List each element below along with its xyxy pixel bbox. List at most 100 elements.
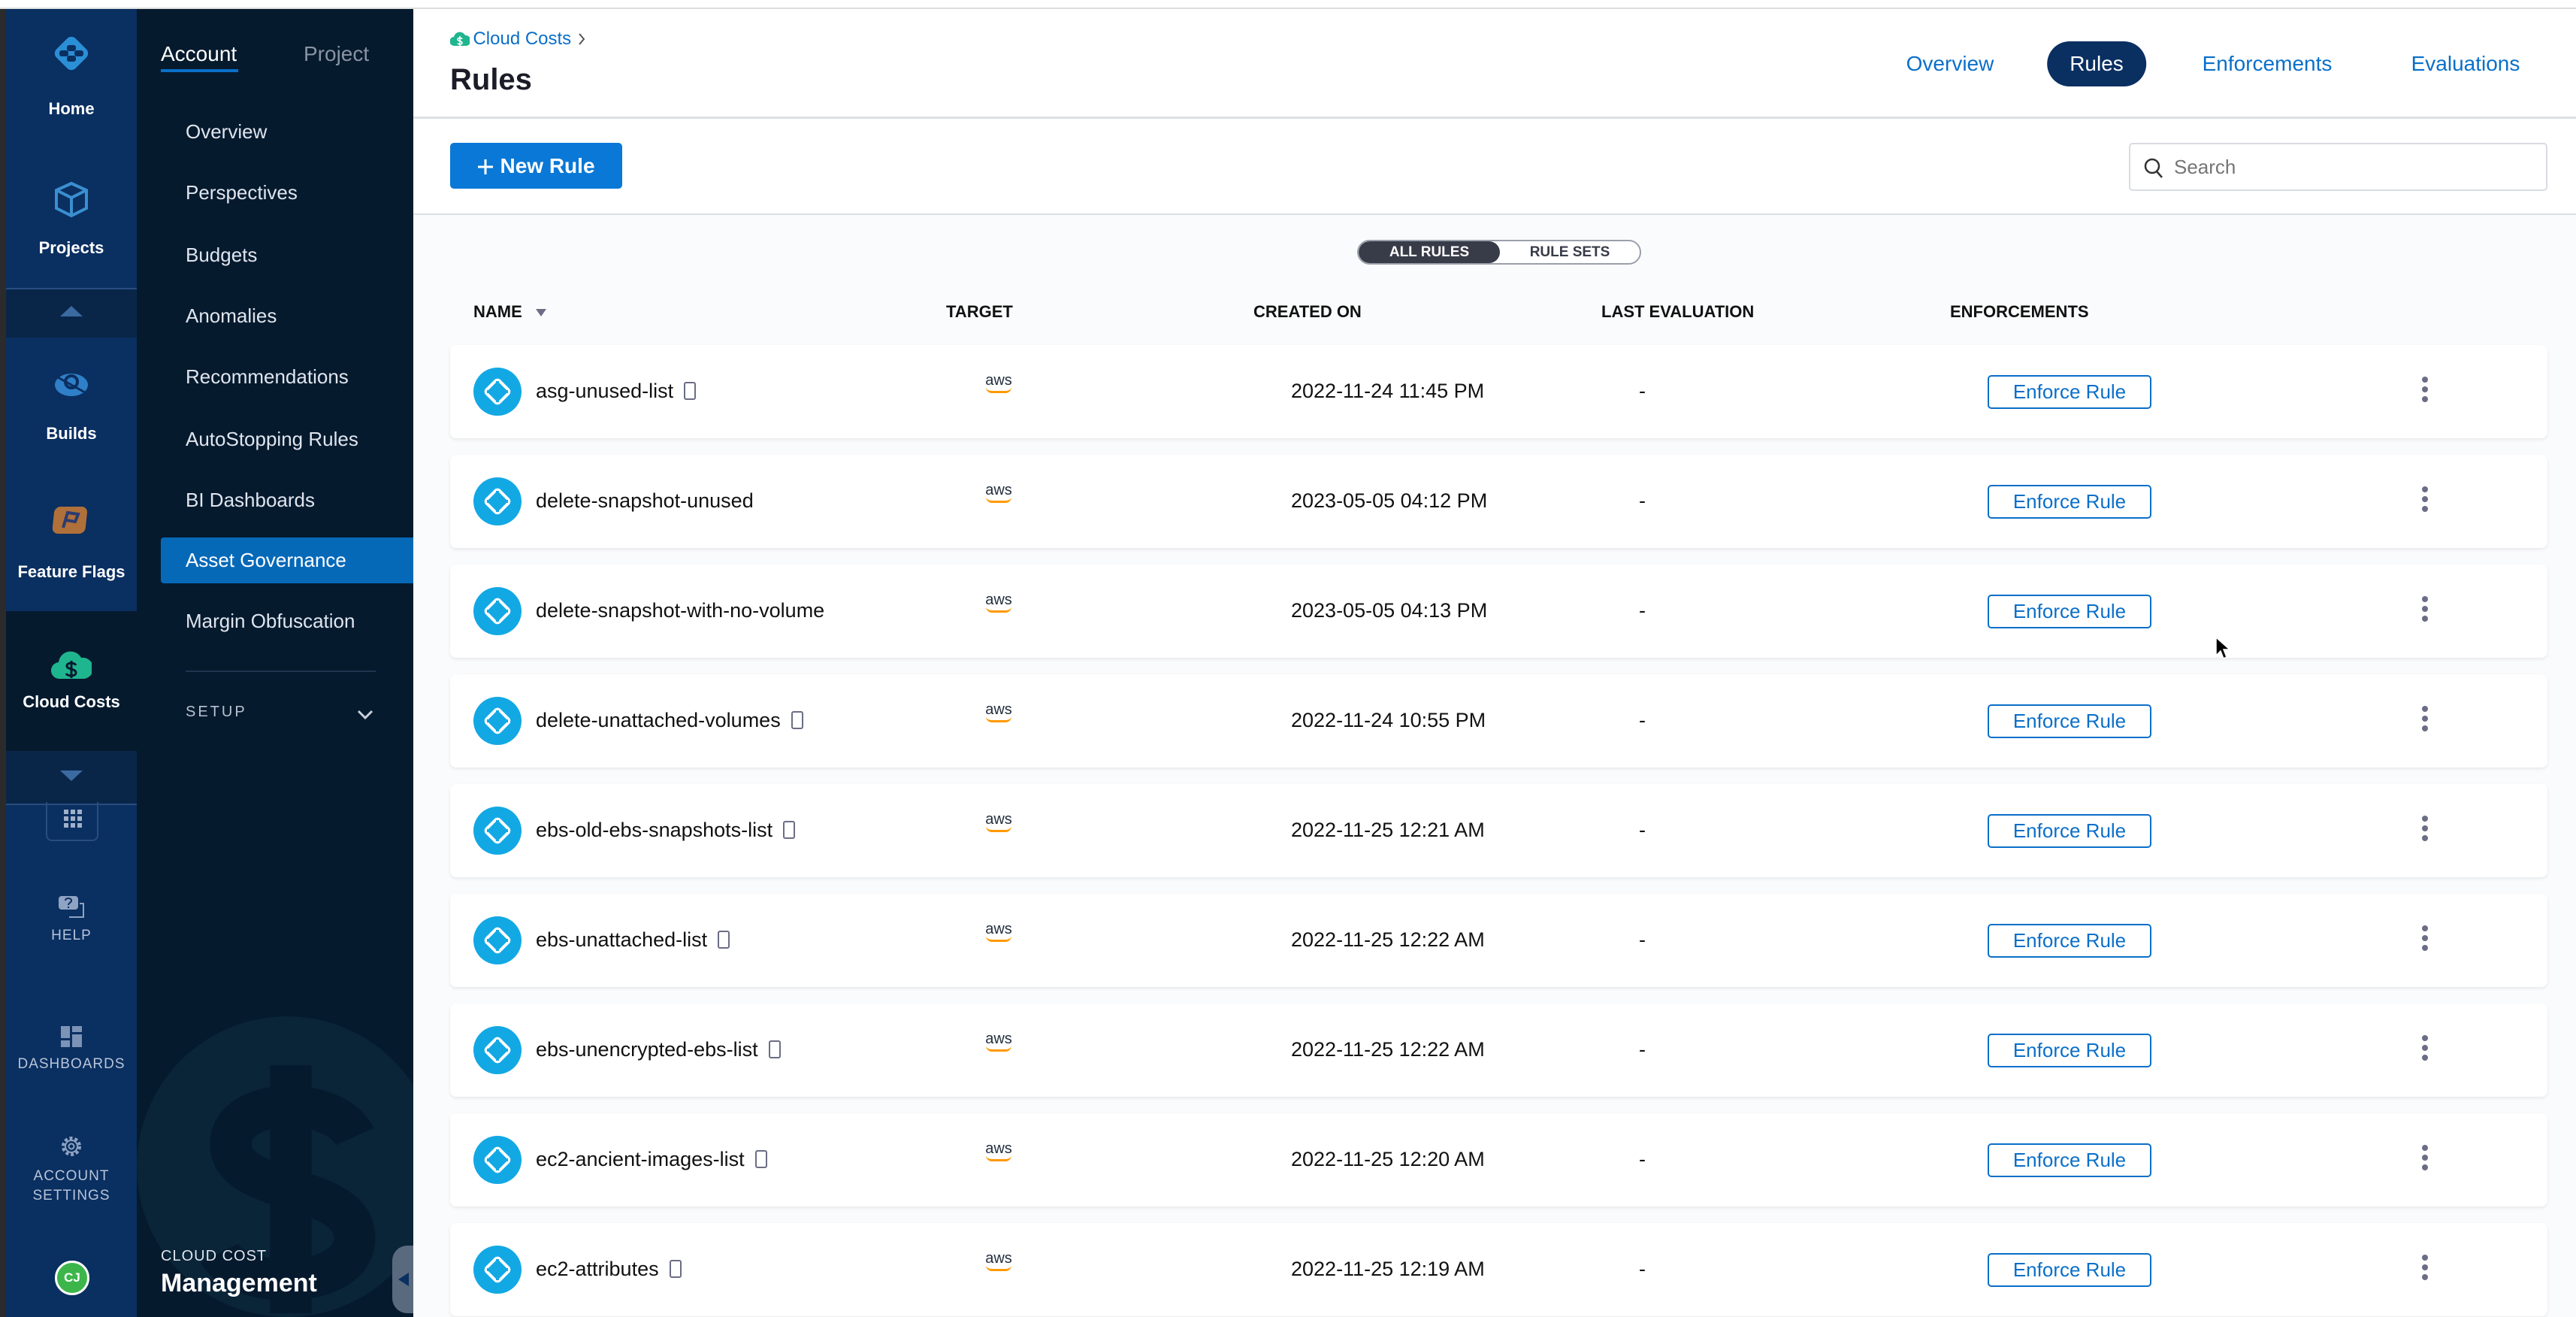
new-rule-button[interactable]: New Rule <box>450 143 622 189</box>
enforce-rule-button[interactable]: Enforce Rule <box>1988 1034 2151 1067</box>
enforce-rule-button[interactable]: Enforce Rule <box>1988 1253 2151 1287</box>
table-row[interactable]: delete-unattached-volumes aws 2022-11-24 1… <box>450 674 2547 767</box>
sidebar-item-margin-obfuscation[interactable]: Margin Obfuscation <box>186 610 355 632</box>
setup-label: SETUP <box>186 704 247 720</box>
sidebar-item-recommendations[interactable]: Recommendations <box>186 365 349 388</box>
enforce-rule-button[interactable]: Enforce Rule <box>1988 485 2151 519</box>
more-options-icon[interactable] <box>2420 706 2429 736</box>
rule-name[interactable]: delete-snapshot-with-no-volume <box>536 599 825 622</box>
collapse-sidebar-button[interactable] <box>392 1246 413 1313</box>
harness-logo-icon <box>54 36 89 71</box>
column-header-enforcements: ENFORCEMENTS <box>1950 302 2089 321</box>
aws-logo-icon: aws <box>984 1141 1014 1161</box>
sidebar-item-asset-governance[interactable]: Asset Governance <box>186 549 346 571</box>
enforce-rule-button[interactable]: Enforce Rule <box>1988 375 2151 409</box>
tab-account[interactable]: Account <box>161 42 237 65</box>
description-icon[interactable] <box>684 382 697 400</box>
last-evaluation: - <box>1639 1148 1646 1170</box>
rail-home[interactable]: Home <box>6 24 137 118</box>
rail-feature-flags[interactable]: Feature Flags <box>6 490 137 581</box>
sidebar-item-autostopping-rules[interactable]: AutoStopping Rules <box>186 428 358 450</box>
rail-dashboards[interactable]: DASHBOARDS <box>6 1026 137 1086</box>
rail-account-settings-label-2: SETTINGS <box>32 1188 110 1203</box>
all-modules-button[interactable] <box>46 802 98 841</box>
table-row[interactable]: ebs-unattached-list aws 2022-11-25 12:22 A… <box>450 894 2547 987</box>
enforce-rule-button[interactable]: Enforce Rule <box>1988 814 2151 848</box>
sidebar-item-budgets[interactable]: Budgets <box>186 244 258 266</box>
table-row[interactable]: ebs-unencrypted-ebs-list aws 2022-11-25 12… <box>450 1004 2547 1097</box>
description-icon[interactable] <box>783 821 796 839</box>
description-icon[interactable] <box>669 1260 682 1278</box>
more-options-icon[interactable] <box>2420 816 2429 846</box>
top-strip <box>0 0 2576 9</box>
target-label: aws <box>985 592 1012 608</box>
sidebar-item-anomalies[interactable]: Anomalies <box>186 304 277 327</box>
more-options-icon[interactable] <box>2420 596 2429 626</box>
sidebar-item-overview[interactable]: Overview <box>186 120 268 143</box>
table-row[interactable]: ec2-ancient-images-list aws 2022-11-25 12:… <box>450 1113 2547 1206</box>
rule-name[interactable]: ec2-attributes <box>536 1258 659 1280</box>
help-icon <box>59 896 84 918</box>
avatar[interactable]: CJ <box>55 1261 89 1295</box>
enforce-rule-button[interactable]: Enforce Rule <box>1988 595 2151 628</box>
more-options-icon[interactable] <box>2420 1255 2429 1285</box>
rule-name[interactable]: delete-snapshot-unused <box>536 489 754 512</box>
table-row[interactable]: delete-snapshot-unused aws 2023-05-05 04:1… <box>450 455 2547 548</box>
more-options-icon[interactable] <box>2420 1145 2429 1175</box>
rule-name[interactable]: ebs-unencrypted-ebs-list <box>536 1038 758 1061</box>
more-options-icon[interactable] <box>2420 486 2429 516</box>
target-label: aws <box>985 811 1012 828</box>
table-row[interactable]: ebs-old-ebs-snapshots-list aws 2022-11-25 … <box>450 784 2547 877</box>
last-evaluation: - <box>1639 928 1646 951</box>
rail-projects[interactable]: Projects <box>6 171 137 261</box>
last-evaluation: - <box>1639 819 1646 841</box>
description-icon[interactable] <box>791 711 803 729</box>
page-title: Rules <box>450 63 532 96</box>
tab-evaluations[interactable]: Evaluations <box>2411 52 2520 75</box>
scroll-up-button[interactable] <box>6 289 137 338</box>
search-field[interactable] <box>2129 143 2547 191</box>
sidebar-item-bi-dashboards[interactable]: BI Dashboards <box>186 489 315 511</box>
tab-rules[interactable]: Rules <box>2047 41 2146 86</box>
table-row[interactable]: ec2-attributes aws 2022-11-25 12:19 AM - Enf… <box>450 1223 2547 1316</box>
description-icon[interactable] <box>754 1150 767 1168</box>
column-header-name[interactable]: NAME <box>473 302 546 322</box>
more-options-icon[interactable] <box>2420 377 2429 407</box>
rule-name[interactable]: ebs-old-ebs-snapshots-list <box>536 819 773 841</box>
sidebar-item-perspectives[interactable]: Perspectives <box>186 181 298 204</box>
toggle-all-rules[interactable]: ALL RULES <box>1359 241 1500 263</box>
sort-desc-icon[interactable] <box>535 309 546 316</box>
created-on: 2022-11-25 12:20 AM <box>1291 1148 1485 1170</box>
enforce-rule-button[interactable]: Enforce Rule <box>1988 1143 2151 1177</box>
table-row[interactable]: asg-unused-list aws 2022-11-24 11:45 PM - En… <box>450 345 2547 438</box>
description-icon[interactable] <box>718 931 730 949</box>
rail-help[interactable]: HELP <box>6 896 137 956</box>
rule-name[interactable]: delete-unattached-volumes <box>536 709 781 731</box>
more-options-icon[interactable] <box>2420 1035 2429 1065</box>
tab-enforcements[interactable]: Enforcements <box>2202 52 2333 75</box>
tab-overview[interactable]: Overview <box>1906 52 1994 75</box>
rail-account-settings[interactable]: ACCOUNT SETTINGS <box>6 1134 137 1210</box>
description-icon[interactable] <box>768 1040 781 1058</box>
enforce-rule-button[interactable]: Enforce Rule <box>1988 704 2151 738</box>
tab-account-underline <box>161 69 238 72</box>
rail-home-label: Home <box>48 99 95 118</box>
rule-name[interactable]: asg-unused-list <box>536 380 674 402</box>
table-row[interactable]: delete-snapshot-with-no-volume aws 2023-05… <box>450 565 2547 658</box>
rail-cloud-costs[interactable]: Cloud Costs <box>6 611 137 751</box>
scroll-down-button[interactable] <box>6 751 137 805</box>
more-options-icon[interactable] <box>2420 925 2429 955</box>
breadcrumb-cloud-costs[interactable]: Cloud Costs <box>473 29 572 49</box>
toggle-rule-sets[interactable]: RULE SETS <box>1529 244 1610 260</box>
last-evaluation: - <box>1639 1258 1646 1280</box>
cube-icon <box>55 181 88 218</box>
setup-section-toggle[interactable]: SETUP <box>186 704 376 726</box>
search-input[interactable] <box>2174 153 2535 180</box>
rail-builds[interactable]: Builds <box>6 355 137 445</box>
tab-project[interactable]: Project <box>304 42 370 65</box>
column-header-last-evaluation: LAST EVALUATION <box>1601 302 1755 321</box>
rule-name[interactable]: ec2-ancient-images-list <box>536 1148 745 1170</box>
enforce-rule-button[interactable]: Enforce Rule <box>1988 924 2151 958</box>
rule-name[interactable]: ebs-unattached-list <box>536 928 708 951</box>
column-header-created-on: CREATED ON <box>1253 302 1362 321</box>
